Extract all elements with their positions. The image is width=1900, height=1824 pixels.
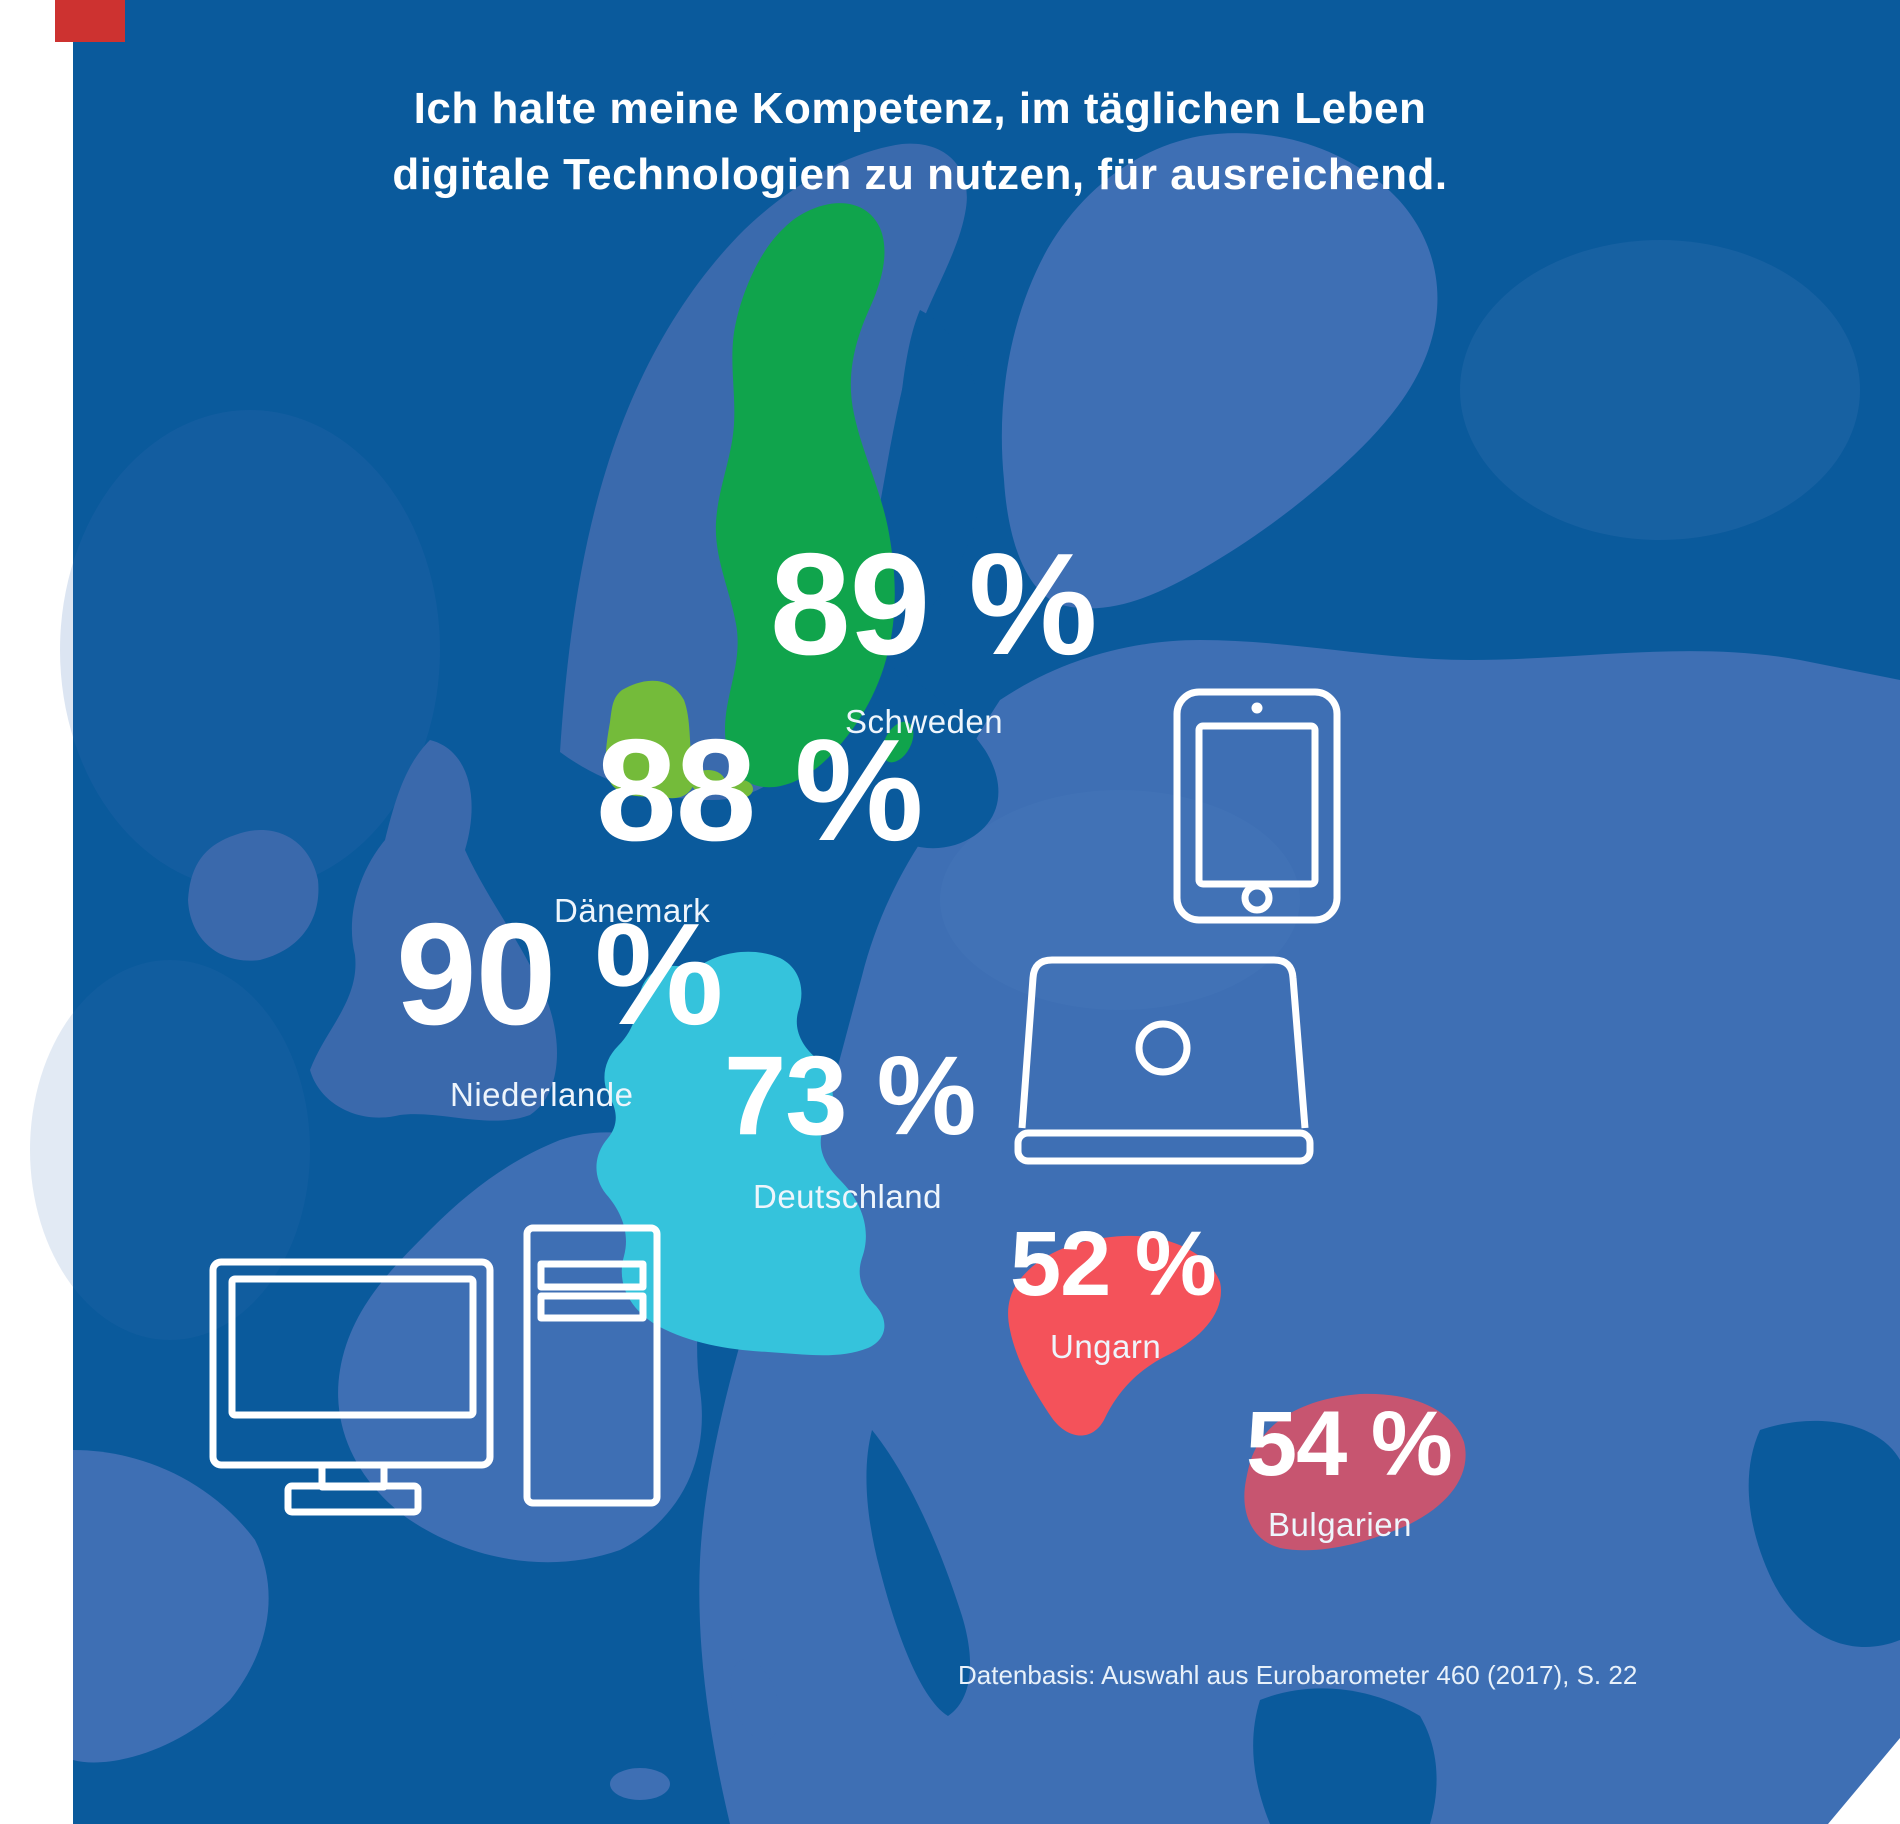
map-island xyxy=(730,1659,780,1741)
label-ungarn: Ungarn xyxy=(1050,1328,1162,1365)
map-finland xyxy=(1001,133,1438,609)
country-deutschland xyxy=(596,951,885,1356)
label-daenemark: Dänemark xyxy=(554,892,711,929)
country-daenemark-island xyxy=(729,780,753,798)
map-adriatic-sea xyxy=(866,1430,971,1716)
country-schweden xyxy=(715,203,895,788)
value-daenemark: 88 % xyxy=(596,709,923,871)
brand-red-mark xyxy=(55,0,125,42)
value-niederlande: 90 % xyxy=(396,893,723,1055)
label-niederlande: Niederlande xyxy=(450,1076,634,1113)
laptop-icon xyxy=(1014,956,1314,1165)
title-line-1: Ich halte meine Kompetenz, im täglichen … xyxy=(413,84,1427,133)
country-daenemark-island xyxy=(691,770,725,794)
map-ireland xyxy=(188,830,319,961)
label-schweden: Schweden xyxy=(845,703,1004,740)
country-ungarn xyxy=(1008,1235,1221,1436)
country-bulgarien xyxy=(1244,1393,1466,1551)
infographic-title: Ich halte meine Kompetenz, im täglichen … xyxy=(280,76,1560,208)
tablet-icon xyxy=(1173,688,1341,924)
ocean-texture xyxy=(30,960,310,1340)
map-iberia xyxy=(73,1450,269,1763)
ocean-texture xyxy=(60,410,440,890)
land-texture xyxy=(1460,240,1860,540)
title-line-2: digitale Technologien zu nutzen, für aus… xyxy=(392,150,1448,199)
label-deutschland: Deutschland xyxy=(753,1178,942,1215)
country-daenemark xyxy=(605,680,695,799)
land-texture xyxy=(940,790,1300,1010)
map-gulf-of-bothnia xyxy=(890,310,985,625)
value-ungarn: 52 % xyxy=(1010,1213,1217,1315)
map-uk xyxy=(310,740,557,1121)
desktop-tower-icon xyxy=(523,1224,661,1507)
corner-cut xyxy=(1828,1738,1900,1824)
map-aegean-sea xyxy=(1253,1688,1437,1824)
value-schweden: 89 % xyxy=(770,523,1097,685)
map-continental-europe xyxy=(699,640,1900,1824)
value-deutschland: 73 % xyxy=(724,1033,976,1158)
map-baltic-sea xyxy=(841,650,999,849)
country-schweden-gotland xyxy=(882,721,914,763)
map-france xyxy=(338,1132,703,1563)
source-note: Datenbasis: Auswahl aus Eurobarometer 46… xyxy=(958,1660,1638,1690)
value-bulgarien: 54 % xyxy=(1246,1393,1453,1495)
desktop-monitor-icon xyxy=(209,1258,494,1516)
map-island xyxy=(610,1768,670,1800)
label-bulgarien: Bulgarien xyxy=(1268,1506,1412,1543)
map-black-sea xyxy=(1748,1420,1900,1647)
